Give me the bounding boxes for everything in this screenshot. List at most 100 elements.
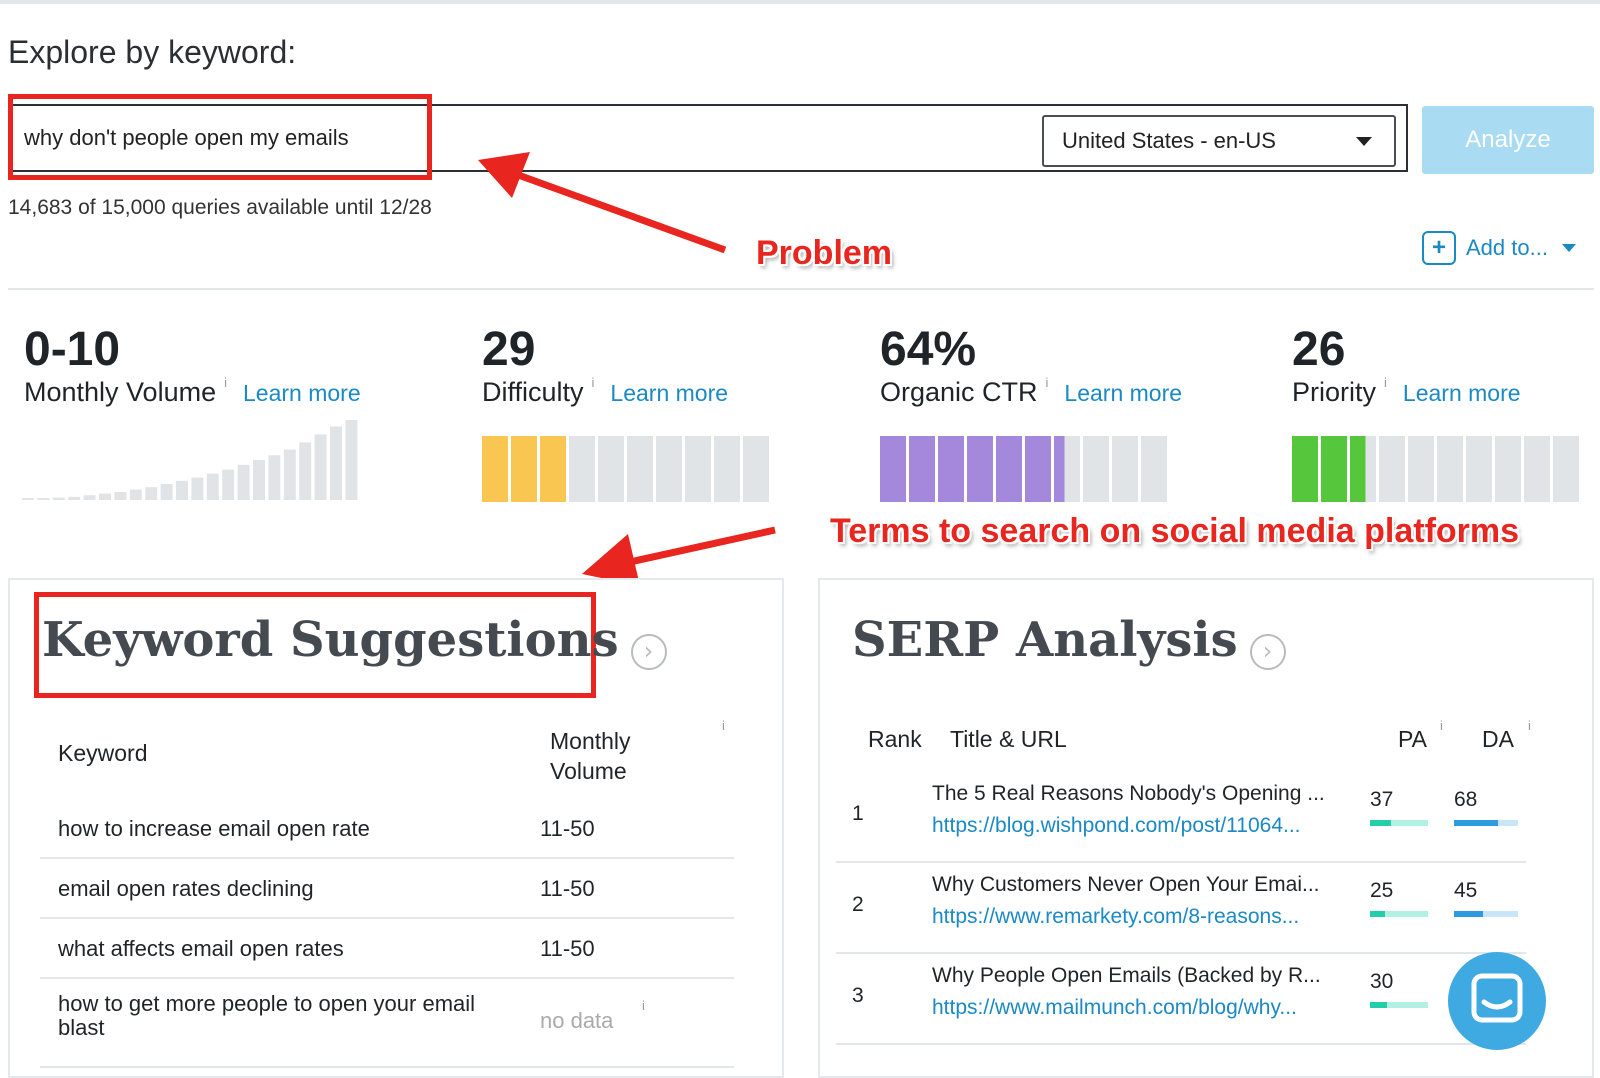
serp-analysis-title: SERP Analysis bbox=[852, 612, 1238, 668]
learn-more-link[interactable]: Learn more bbox=[243, 380, 361, 406]
bar-segment bbox=[656, 436, 682, 502]
learn-more-link[interactable]: Learn more bbox=[610, 380, 729, 406]
serp-da: 45 bbox=[1454, 879, 1478, 902]
serp-row[interactable]: 1 The 5 Real Reasons Nobody's Opening ..… bbox=[836, 772, 1526, 863]
metric-label: Organic CTR bbox=[880, 377, 1038, 407]
organic-ctr-bar bbox=[880, 436, 1167, 502]
sparkline-bar bbox=[345, 420, 358, 500]
chat-launcher-button[interactable] bbox=[1448, 952, 1546, 1050]
info-icon[interactable]: i bbox=[591, 375, 595, 390]
metric-priority: 26 Priority i Learn more bbox=[1292, 322, 1521, 408]
pa-meter-fill bbox=[1370, 1002, 1388, 1008]
serp-row[interactable]: 3 Why People Open Emails (Backed by R...… bbox=[836, 954, 1526, 1045]
keyword-text: how to get more people to open your emai… bbox=[58, 992, 475, 1040]
info-icon[interactable]: i bbox=[1528, 718, 1531, 733]
sparkline-bar bbox=[22, 498, 34, 500]
table-row[interactable]: how to get more people to open your emai… bbox=[40, 980, 734, 1068]
sparkline-bar bbox=[68, 496, 81, 500]
keyword-text: how to increase email open rate bbox=[58, 816, 370, 841]
col-rank: Rank bbox=[868, 726, 922, 752]
analyze-button[interactable]: Analyze bbox=[1422, 106, 1594, 174]
bar-segment bbox=[1379, 436, 1405, 502]
difficulty-bar bbox=[482, 436, 769, 502]
col-volume-line2: Volume bbox=[550, 758, 627, 784]
info-icon[interactable]: i bbox=[1384, 375, 1387, 390]
serp-rank: 2 bbox=[852, 893, 864, 916]
metric-monthly-volume: 0-10 Monthly Volume i Learn more bbox=[24, 322, 361, 408]
bar-segment bbox=[1321, 436, 1347, 502]
bar-segment bbox=[1524, 436, 1550, 502]
table-row[interactable]: what affects email open rates 11-50 bbox=[40, 920, 734, 979]
serp-title: Why People Open Emails (Backed by R... bbox=[932, 964, 1321, 987]
bar-segment bbox=[714, 436, 740, 502]
keyword-line2: blast bbox=[58, 1015, 105, 1040]
serp-pa: 25 bbox=[1370, 879, 1394, 902]
metric-label: Monthly Volume bbox=[24, 377, 217, 407]
info-icon[interactable]: i bbox=[642, 998, 645, 1013]
sparkline-bar bbox=[268, 455, 281, 500]
pa-meter-fill bbox=[1370, 911, 1385, 917]
sparkline-bar bbox=[314, 434, 327, 500]
serp-title: The 5 Real Reasons Nobody's Opening ... bbox=[932, 782, 1325, 805]
locale-select[interactable]: United States - en-US bbox=[1042, 115, 1396, 167]
plus-icon: + bbox=[1422, 231, 1456, 265]
info-icon[interactable]: i bbox=[224, 375, 227, 390]
table-row[interactable]: email open rates declining 11-50 bbox=[40, 860, 734, 919]
chevron-right-icon[interactable]: › bbox=[1249, 633, 1286, 670]
col-volume-line1: Monthly bbox=[550, 728, 631, 754]
serp-url-link[interactable]: https://www.mailmunch.com/blog/why... bbox=[932, 996, 1297, 1019]
pa-meter bbox=[1370, 911, 1428, 917]
info-icon[interactable]: i bbox=[722, 718, 725, 733]
bar-segment bbox=[1083, 436, 1109, 502]
keyword-suggestions-highlight-box bbox=[34, 592, 596, 698]
bar-segment bbox=[996, 436, 1022, 502]
bar-segment bbox=[1350, 436, 1376, 502]
sparkline-bar bbox=[330, 426, 342, 500]
serp-rank: 1 bbox=[852, 802, 864, 825]
sparkline-bar bbox=[37, 498, 50, 500]
serp-title: Why Customers Never Open Your Emai... bbox=[932, 873, 1320, 896]
sparkline-bar bbox=[114, 492, 127, 500]
learn-more-link[interactable]: Learn more bbox=[1402, 380, 1521, 406]
bar-segment bbox=[1141, 436, 1167, 502]
bar-segment bbox=[1553, 436, 1579, 502]
keyword-text: email open rates declining bbox=[58, 876, 314, 901]
bar-segment bbox=[627, 436, 653, 502]
table-row[interactable]: how to increase email open rate 11-50 bbox=[40, 800, 734, 859]
bar-segment bbox=[880, 436, 906, 502]
add-to-button[interactable]: + Add to... bbox=[1422, 228, 1576, 268]
sparkline-bar bbox=[99, 493, 111, 500]
keyword-suggestions-heading[interactable]: Keyword Suggestions › bbox=[42, 612, 667, 670]
bar-segment bbox=[511, 436, 537, 502]
bar-segment bbox=[685, 436, 711, 502]
bar-segment bbox=[1408, 436, 1434, 502]
serp-rank: 3 bbox=[852, 984, 864, 1007]
serp-row[interactable]: 2 Why Customers Never Open Your Emai... … bbox=[836, 863, 1526, 954]
sparkline-bar bbox=[283, 449, 296, 500]
learn-more-link[interactable]: Learn more bbox=[1064, 380, 1183, 406]
terms-annotation: Terms to search on social media platform… bbox=[830, 512, 1520, 550]
keyword-volume: no data bbox=[540, 1008, 614, 1033]
top-border bbox=[0, 0, 1600, 4]
priority-bar bbox=[1292, 436, 1579, 502]
serp-url-link[interactable]: https://blog.wishpond.com/post/11064... bbox=[932, 814, 1301, 837]
col-pa: PA bbox=[1398, 726, 1427, 752]
info-icon[interactable]: i bbox=[1045, 375, 1049, 390]
pa-meter bbox=[1370, 1002, 1428, 1008]
serp-url-link[interactable]: https://www.remarkety.com/8-reasons... bbox=[932, 905, 1300, 928]
col-keyword: Keyword bbox=[58, 740, 148, 766]
keyword-line1: how to get more people to open your emai… bbox=[58, 991, 476, 1016]
serp-analysis-heading[interactable]: SERP Analysis › bbox=[852, 612, 1286, 670]
keyword-suggestions-title: Keyword Suggestions bbox=[42, 612, 619, 668]
bar-segment bbox=[1437, 436, 1463, 502]
da-meter bbox=[1454, 911, 1518, 917]
bar-segment bbox=[1112, 436, 1138, 502]
info-icon[interactable]: i bbox=[1440, 718, 1443, 733]
sparkline-bar bbox=[129, 489, 142, 500]
sparkline-bar bbox=[222, 469, 235, 500]
keyword-text: what affects email open rates bbox=[58, 936, 344, 961]
bar-segment bbox=[1054, 436, 1080, 502]
da-meter-fill bbox=[1454, 911, 1483, 917]
serp-da: 68 bbox=[1454, 788, 1478, 811]
chevron-right-icon[interactable]: › bbox=[630, 633, 667, 670]
